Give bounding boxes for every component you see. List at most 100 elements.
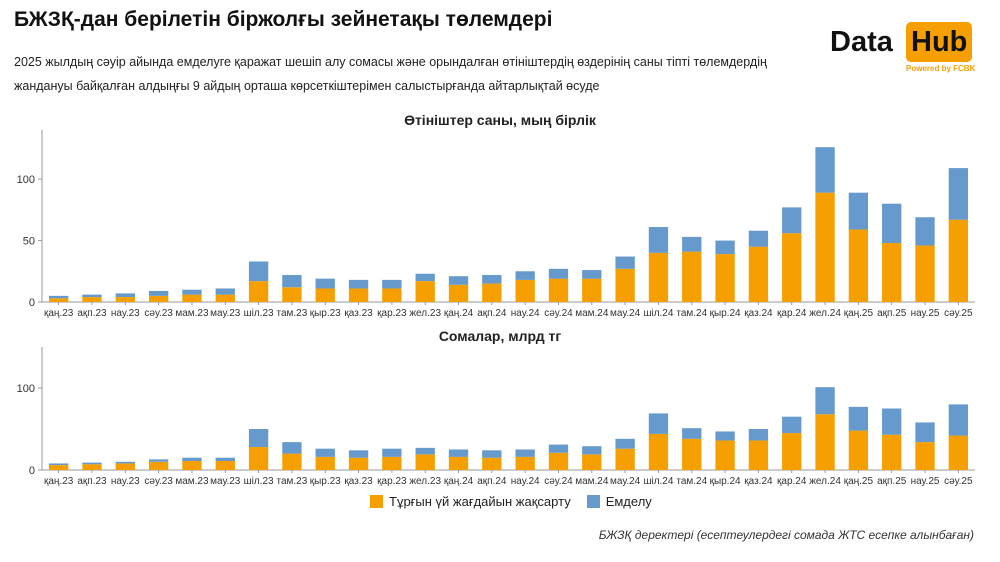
datahub-logo: Data Hub Powered by FCBK xyxy=(830,22,980,73)
amounts-x-tick-label: там.24 xyxy=(676,476,707,487)
applications-bar-housing xyxy=(748,246,769,302)
applications-x-tick-label: сәу.25 xyxy=(944,308,973,319)
amounts-bar-housing xyxy=(882,434,902,470)
amounts-x-tick-label: мам.24 xyxy=(575,476,609,487)
legend-label-housing: Тұрғын үй жағдайын жақсарту xyxy=(389,494,571,509)
amounts-bar-treatment xyxy=(315,448,335,457)
applications-y-tick-label: 100 xyxy=(17,174,35,186)
amounts-bar-treatment xyxy=(948,404,969,436)
amounts-x-tick-label: қыр.24 xyxy=(710,476,741,487)
applications-x-tick-label: шіл.24 xyxy=(643,308,673,319)
amounts-x-tick-label: қар.23 xyxy=(377,476,407,487)
amounts-bar-housing xyxy=(148,461,169,470)
amounts-bar-housing xyxy=(582,454,602,470)
amounts-y-tick-label: 0 xyxy=(29,465,35,477)
applications-x-tick-label: қар.23 xyxy=(377,308,407,319)
applications-x-tick-label: қаз.23 xyxy=(344,308,373,319)
applications-x-tick-label: қаз.24 xyxy=(744,308,773,319)
applications-bar-treatment xyxy=(548,268,569,279)
applications-bar-housing xyxy=(515,279,535,302)
amounts-bar-treatment xyxy=(415,447,435,455)
applications-bar-treatment xyxy=(48,295,69,299)
amounts-x-tick-label: жел.23 xyxy=(409,476,441,487)
applications-bar-housing xyxy=(948,219,969,302)
applications-x-tick-label: жел.23 xyxy=(409,308,441,319)
applications-bar-treatment xyxy=(915,217,935,246)
applications-x-tick-label: қаң.23 xyxy=(44,308,74,319)
applications-bar-treatment xyxy=(748,230,769,247)
amounts-bar-treatment xyxy=(582,446,602,455)
legend-swatch-treatment xyxy=(586,495,600,508)
amounts-bar-housing xyxy=(782,433,802,470)
amounts-bar-treatment xyxy=(448,449,469,457)
amounts-chart: 0 100 қаң.23 ақп.23 нау.23 сәу.23 мам.23 мау.23… xyxy=(17,347,975,487)
applications-x-tick-label: там.23 xyxy=(277,308,308,319)
applications-bar-housing xyxy=(415,281,435,302)
applications-x-tick-label: ақп.23 xyxy=(77,308,107,319)
amounts-bar-housing xyxy=(282,453,302,470)
amounts-bar-treatment xyxy=(782,416,802,434)
applications-x-tick-label: қар.24 xyxy=(777,308,807,319)
applications-bar-housing xyxy=(848,229,869,302)
applications-x-tick-label: жел.24 xyxy=(809,308,841,319)
applications-bar-housing xyxy=(882,243,902,302)
amounts-bar-treatment xyxy=(648,413,669,434)
applications-bar-treatment xyxy=(282,274,302,288)
amounts-x-tick-label: қаң.24 xyxy=(444,476,474,487)
applications-bar-housing xyxy=(48,298,69,302)
amounts-bar-treatment xyxy=(182,457,202,461)
applications-x-tick-label: мам.24 xyxy=(575,308,609,319)
amounts-x-tick-label: сәу.24 xyxy=(544,476,573,487)
logo-hub-box: Hub xyxy=(906,22,973,62)
page-title: БЖЗҚ-дан берілетін біржолғы зейнетақы тө… xyxy=(14,8,553,31)
amounts-bar-housing xyxy=(448,456,469,470)
amounts-x-tick-label: нау.23 xyxy=(111,476,140,487)
amounts-x-tick-label: қаң.23 xyxy=(44,476,74,487)
applications-x-tick-label: сәу.23 xyxy=(144,308,173,319)
applications-bar-housing xyxy=(248,281,269,302)
applications-bar-treatment xyxy=(415,273,435,282)
amounts-bar-housing xyxy=(715,440,735,470)
applications-bar-housing xyxy=(582,278,602,302)
amounts-x-tick-label: қыр.23 xyxy=(310,476,341,487)
chart-legend: Тұрғын үй жағдайын жақсарту Емделу xyxy=(370,494,668,509)
amounts-bar-housing xyxy=(348,457,369,470)
amounts-bar-treatment xyxy=(815,387,835,415)
applications-bar-treatment xyxy=(182,289,202,295)
applications-bar-housing xyxy=(615,268,635,302)
legend-item-treatment: Емделу xyxy=(586,494,652,509)
applications-bar-housing xyxy=(215,294,235,302)
applications-bar-housing xyxy=(282,287,302,302)
applications-x-tick-label: там.24 xyxy=(676,308,707,319)
amounts-x-tick-label: қаң.25 xyxy=(844,476,874,487)
applications-bar-treatment xyxy=(815,147,835,193)
applications-bar-treatment xyxy=(948,168,969,220)
amounts-bar-housing xyxy=(648,433,669,470)
applications-bar-treatment xyxy=(82,294,102,298)
logo-data-text: Data xyxy=(830,26,893,58)
amounts-bar-housing xyxy=(315,456,335,470)
applications-bar-housing xyxy=(148,295,169,302)
amounts-bar-treatment xyxy=(882,408,902,435)
amounts-bar-treatment xyxy=(548,444,569,453)
amounts-bar-housing xyxy=(48,465,69,470)
amounts-x-tick-label: нау.25 xyxy=(911,476,940,487)
amounts-bar-treatment xyxy=(748,429,769,441)
amounts-bar-treatment xyxy=(915,422,935,443)
amounts-bar-housing xyxy=(248,447,269,470)
applications-x-tick-label: мам.23 xyxy=(175,308,209,319)
amounts-bar-housing xyxy=(82,464,102,470)
amounts-bar-housing xyxy=(482,457,502,470)
amounts-bar-treatment xyxy=(248,429,269,448)
amounts-x-tick-label: ақп.23 xyxy=(77,476,107,487)
applications-bar-housing xyxy=(82,297,102,302)
page-subtitle: 2025 жылдың сәуір айында емделуге қаража… xyxy=(14,55,767,93)
amounts-bar-treatment xyxy=(715,431,735,441)
amounts-x-tick-label: шіл.24 xyxy=(643,476,673,487)
amounts-bar-treatment xyxy=(215,457,235,461)
logo-powered-text: Powered by FCBK xyxy=(906,64,976,73)
applications-bar-housing xyxy=(348,288,369,302)
amounts-bar-housing xyxy=(815,414,835,470)
amounts-x-tick-label: шіл.23 xyxy=(244,476,274,487)
